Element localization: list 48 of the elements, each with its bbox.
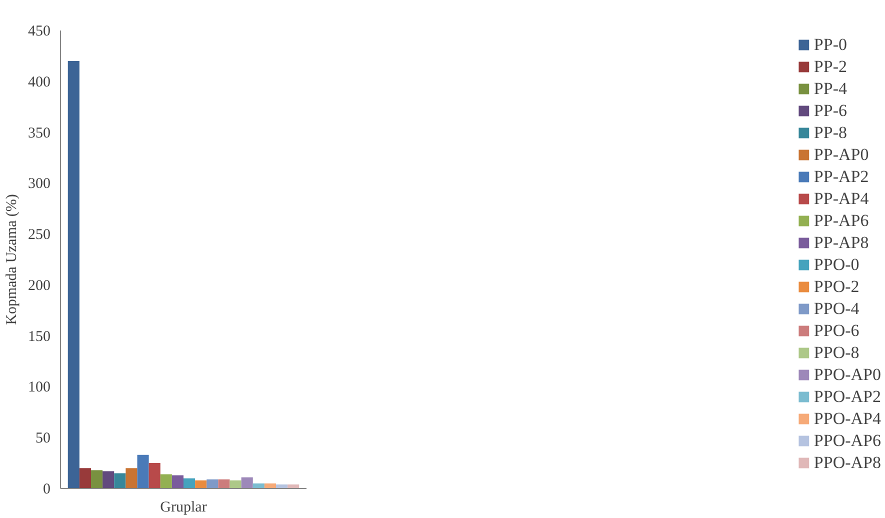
- y-axis-title: Kopmada Uzama (%): [4, 194, 20, 325]
- legend-label: PP-2: [814, 56, 847, 77]
- y-tick-label: 300: [28, 176, 50, 192]
- y-tick-label: 450: [28, 24, 50, 40]
- bar: [126, 468, 138, 488]
- legend-label: PPO-6: [814, 320, 860, 341]
- x-axis-title: Gruplar: [160, 500, 207, 516]
- legend-label: PP-AP4: [814, 188, 869, 209]
- bar: [137, 454, 149, 488]
- y-tick-label: 100: [28, 380, 50, 396]
- legend-label: PPO-AP6: [814, 430, 881, 451]
- bar: [102, 471, 114, 488]
- bar: [91, 470, 103, 488]
- legend-label: PP-AP8: [814, 232, 869, 253]
- y-tick-label: 50: [36, 430, 50, 447]
- legend-label: PPO-AP8: [814, 452, 881, 473]
- bar: [206, 479, 218, 488]
- legend-label: PPO-0: [814, 254, 860, 275]
- legend-label: PPO-AP2: [814, 386, 881, 407]
- y-tick-label: 350: [28, 125, 50, 142]
- bar: [241, 477, 253, 488]
- legend-label: PPO-AP0: [814, 364, 881, 385]
- y-tick-label: 400: [28, 74, 50, 90]
- legend-label: PP-8: [814, 122, 847, 143]
- bar: [184, 478, 196, 488]
- legend-label: PPO-AP4: [814, 408, 881, 429]
- bar: [79, 468, 92, 488]
- bar: [195, 480, 207, 488]
- legend-label: PP-6: [814, 100, 847, 121]
- bar: [114, 473, 126, 488]
- legend-label: PPO-2: [814, 276, 860, 297]
- bar: [172, 475, 184, 488]
- bar: [218, 479, 230, 488]
- legend-label: PP-4: [814, 78, 847, 99]
- legend-label: PP-AP2: [814, 166, 869, 187]
- y-tick-label: 250: [28, 227, 50, 244]
- y-tick-label: 0: [43, 482, 50, 498]
- legend-label: PP-AP6: [814, 210, 869, 231]
- legend-label: PPO-4: [814, 298, 860, 319]
- y-tick-label: 200: [28, 278, 50, 294]
- bar: [160, 474, 172, 488]
- bar: [148, 463, 160, 488]
- bar: [68, 61, 80, 488]
- legend-label: PPO-8: [814, 342, 860, 363]
- legend-label: PP-0: [814, 34, 847, 55]
- bar: [230, 480, 242, 488]
- legend-label: PP-AP0: [814, 144, 869, 165]
- y-tick-label: 150: [28, 328, 50, 345]
